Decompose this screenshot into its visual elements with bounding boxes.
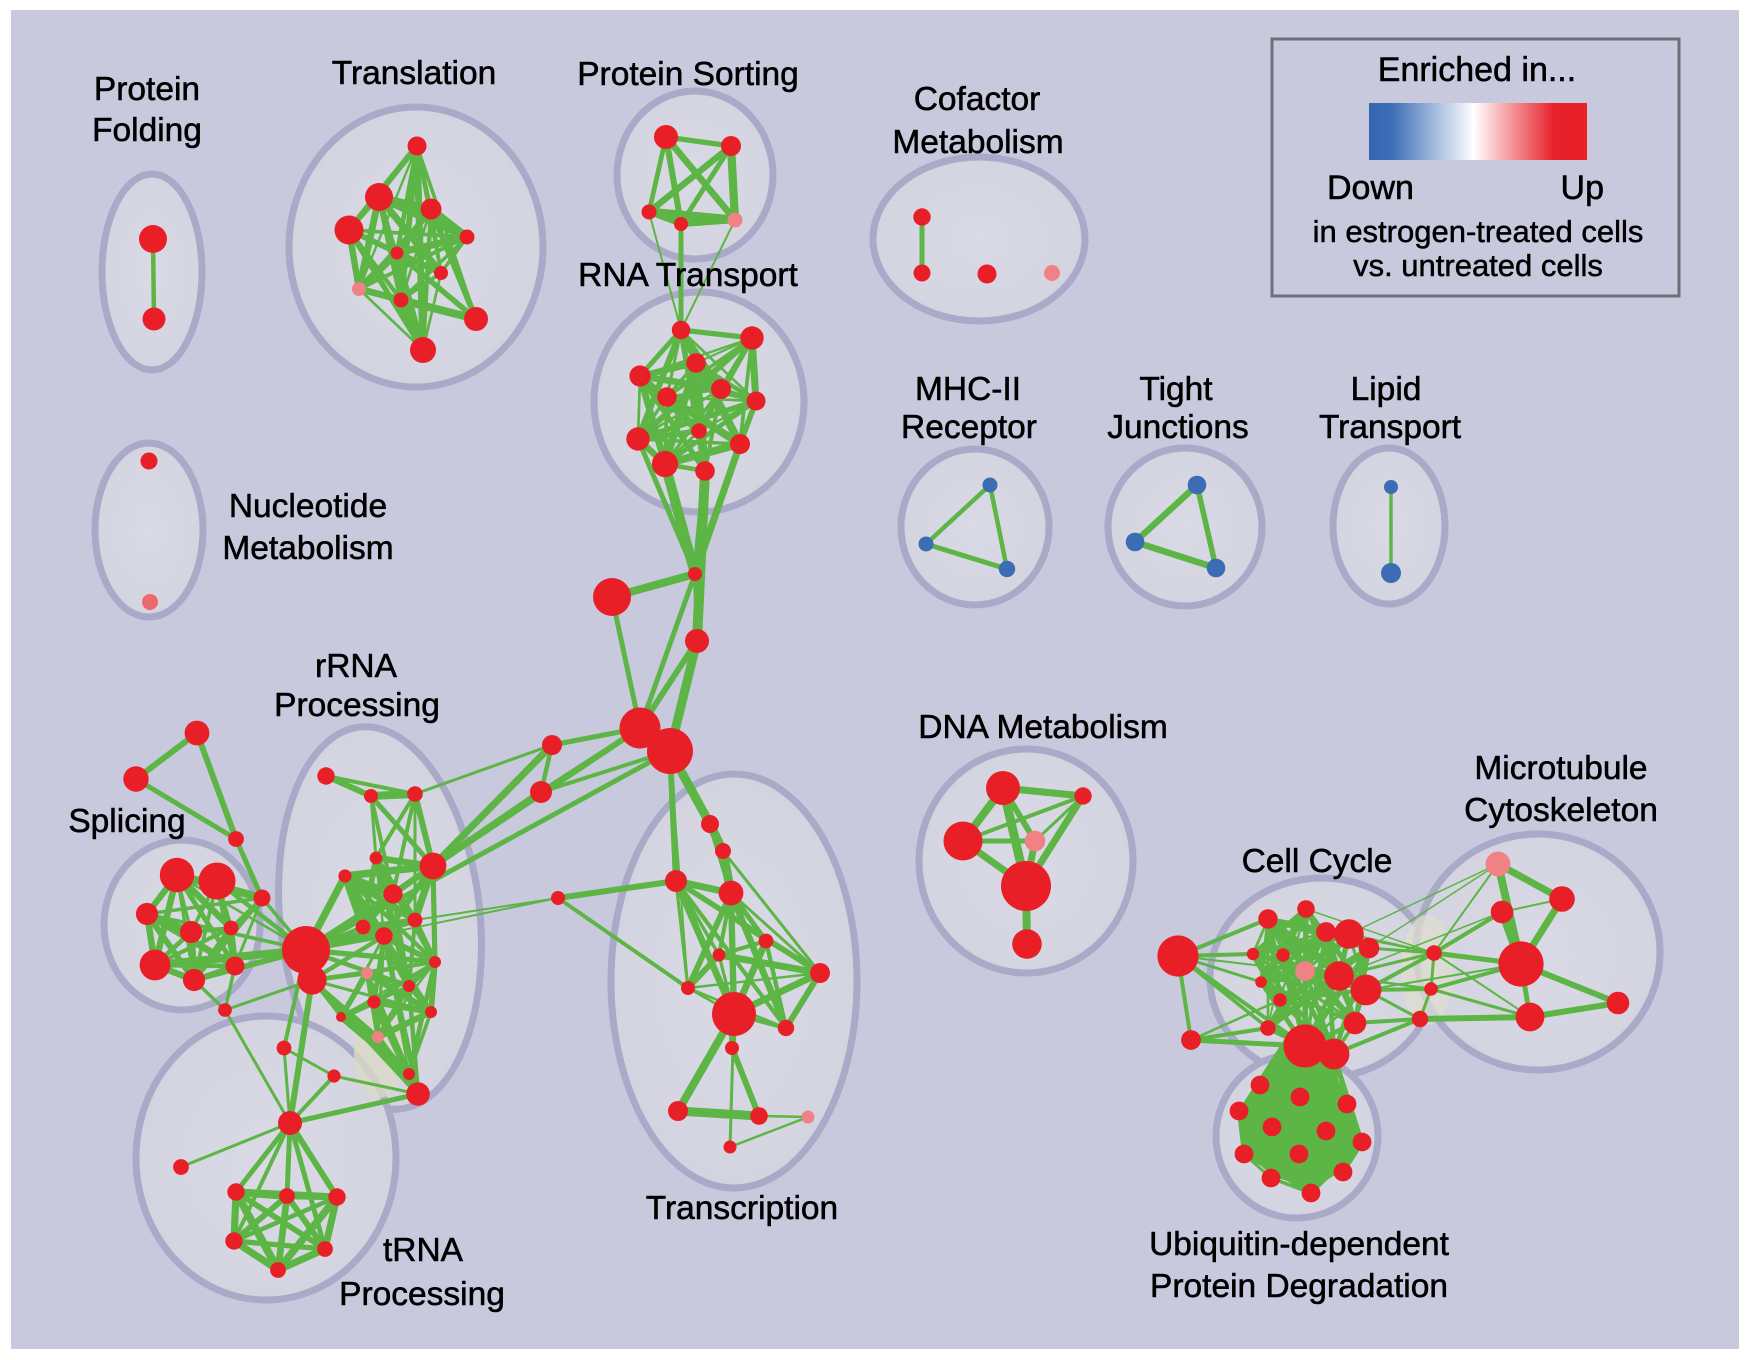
svg-text:Tight: Tight — [1139, 371, 1213, 408]
svg-text:Transport: Transport — [1319, 409, 1462, 446]
svg-text:Cell Cycle: Cell Cycle — [1242, 843, 1393, 880]
svg-text:in estrogen-treated cells: in estrogen-treated cells — [1313, 214, 1644, 249]
svg-text:DNA Metabolism: DNA Metabolism — [918, 709, 1167, 746]
svg-text:Ubiquitin-dependent: Ubiquitin-dependent — [1149, 1226, 1450, 1263]
svg-text:MHC-II: MHC-II — [915, 371, 1021, 408]
svg-text:Translation: Translation — [332, 55, 496, 92]
svg-text:RNA Transport: RNA Transport — [578, 257, 798, 294]
svg-text:rRNA: rRNA — [315, 648, 398, 685]
svg-text:Junctions: Junctions — [1107, 409, 1249, 446]
svg-text:Protein Degradation: Protein Degradation — [1150, 1268, 1448, 1305]
svg-text:tRNA: tRNA — [383, 1232, 464, 1269]
svg-text:Lipid: Lipid — [1351, 371, 1422, 408]
svg-text:Cofactor: Cofactor — [914, 81, 1041, 118]
svg-text:Down: Down — [1327, 169, 1414, 207]
svg-text:Folding: Folding — [92, 112, 202, 149]
svg-text:Enriched in...: Enriched in... — [1378, 51, 1576, 89]
svg-text:Transcription: Transcription — [646, 1190, 838, 1227]
svg-text:Up: Up — [1561, 169, 1604, 207]
svg-text:Metabolism: Metabolism — [222, 530, 393, 567]
svg-text:Nucleotide: Nucleotide — [229, 488, 387, 525]
svg-text:Processing: Processing — [339, 1276, 505, 1313]
svg-text:Receptor: Receptor — [901, 409, 1037, 446]
svg-text:Splicing: Splicing — [68, 803, 185, 840]
svg-text:Processing: Processing — [274, 687, 440, 724]
svg-text:vs. untreated cells: vs. untreated cells — [1353, 248, 1603, 283]
svg-text:Metabolism: Metabolism — [892, 124, 1063, 161]
svg-text:Protein Sorting: Protein Sorting — [577, 56, 799, 93]
svg-text:Cytoskeleton: Cytoskeleton — [1464, 792, 1658, 829]
svg-text:Protein: Protein — [94, 71, 200, 108]
svg-text:Microtubule: Microtubule — [1474, 750, 1647, 787]
